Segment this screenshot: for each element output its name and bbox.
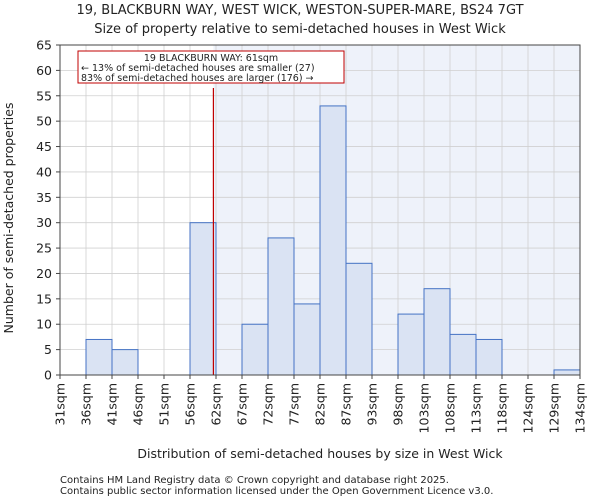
x-tick-label: 31sqm <box>53 383 68 426</box>
y-tick-label: 10 <box>36 317 52 332</box>
y-tick-label: 65 <box>36 38 52 53</box>
bar <box>319 105 347 376</box>
footer-line-1: Contains HM Land Registry data © Crown c… <box>60 475 449 486</box>
x-tick-label: 134sqm <box>573 383 588 433</box>
x-tick-label: 118sqm <box>495 383 510 433</box>
y-tick-label: 30 <box>36 215 52 230</box>
bar <box>241 323 269 376</box>
bar <box>267 237 295 376</box>
annotation-line-2: ← 13% of semi-detached houses are smalle… <box>81 63 315 74</box>
footer-line-2: Contains public sector information licen… <box>60 486 493 497</box>
y-tick-label: 20 <box>36 266 52 281</box>
bar <box>111 349 139 376</box>
x-tick-label: 51sqm <box>157 383 172 426</box>
x-tick-label: 129sqm <box>547 383 562 433</box>
x-tick-label: 72sqm <box>261 383 276 426</box>
annotation-line-1: 19 BLACKBURN WAY: 61sqm <box>144 53 278 64</box>
y-axis-ticks: 0 5 10 15 20 25 30 35 40 45 50 55 60 65 <box>36 38 60 383</box>
bar <box>475 338 503 376</box>
bar <box>345 262 373 376</box>
x-tick-label: 62sqm <box>209 383 224 426</box>
y-axis-label: Number of semi-detached properties <box>1 103 16 334</box>
bars-group <box>85 105 581 376</box>
annotation-box: 19 BLACKBURN WAY: 61sqm ← 13% of semi-de… <box>77 50 345 84</box>
bar <box>449 333 477 376</box>
x-axis-label: Distribution of semi-detached houses by … <box>137 446 503 461</box>
x-tick-label: 124sqm <box>521 383 536 433</box>
x-tick-label: 41sqm <box>105 383 120 426</box>
y-tick-label: 50 <box>36 114 52 129</box>
y-tick-label: 25 <box>36 241 52 256</box>
bar <box>397 313 425 376</box>
y-tick-label: 45 <box>36 139 52 154</box>
x-tick-label: 77sqm <box>287 383 302 426</box>
annotation-line-3: 83% of semi-detached houses are larger (… <box>81 73 314 84</box>
x-tick-label: 36sqm <box>79 383 94 426</box>
x-tick-label: 113sqm <box>469 383 484 433</box>
bar <box>423 288 451 376</box>
y-tick-label: 5 <box>44 342 52 357</box>
y-tick-label: 35 <box>36 190 52 205</box>
x-tick-label: 46sqm <box>131 383 146 426</box>
x-tick-label: 87sqm <box>339 383 354 426</box>
bar <box>189 222 217 376</box>
x-tick-label: 103sqm <box>417 383 432 433</box>
annotation-frame <box>77 50 345 84</box>
x-tick-label: 67sqm <box>235 383 250 426</box>
y-tick-label: 55 <box>36 88 52 103</box>
x-tick-label: 56sqm <box>183 383 198 426</box>
y-tick-label: 60 <box>36 63 52 78</box>
x-tick-label: 108sqm <box>443 383 458 433</box>
y-tick-label: 0 <box>44 368 52 383</box>
bar <box>293 303 321 376</box>
bar <box>553 369 581 376</box>
x-axis-ticks: 31sqm 36sqm 41sqm 46sqm 51sqm 56sqm 62sqm 67sqm… <box>53 375 588 433</box>
y-tick-label: 15 <box>36 291 52 306</box>
x-tick-label: 82sqm <box>313 383 328 426</box>
x-tick-label: 93sqm <box>365 383 380 426</box>
y-tick-label: 40 <box>36 164 52 179</box>
x-tick-label: 98sqm <box>391 383 406 426</box>
chart-subtitle: Size of property relative to semi-detach… <box>94 22 506 37</box>
bar <box>85 338 113 376</box>
chart-title: 19, BLACKBURN WAY, WEST WICK, WESTON-SUP… <box>76 3 523 18</box>
